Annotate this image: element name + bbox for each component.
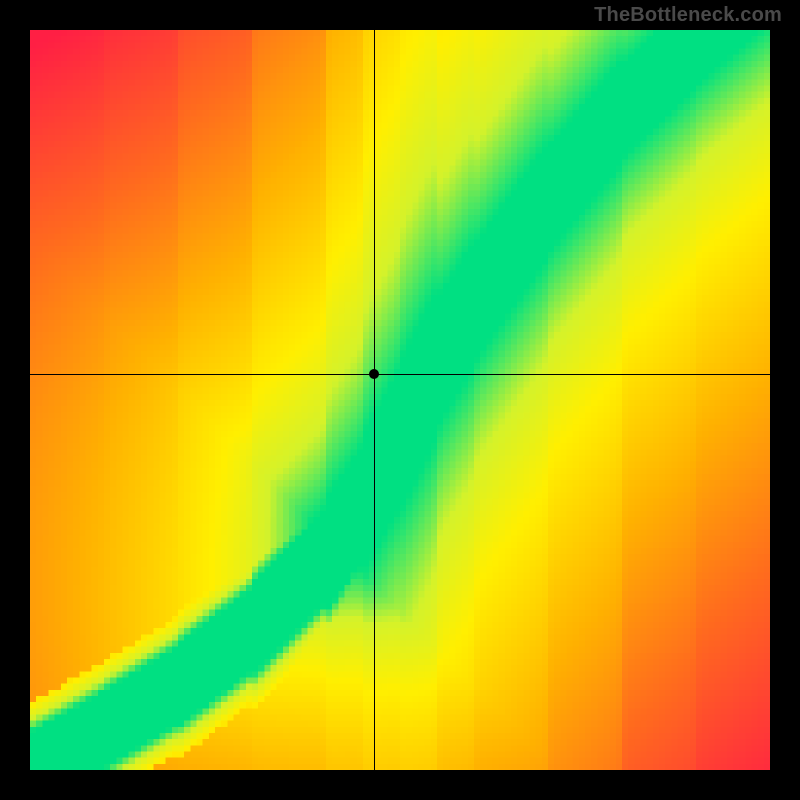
heatmap-plot — [30, 30, 770, 770]
crosshair-vertical — [374, 30, 375, 770]
crosshair-marker — [369, 369, 379, 379]
watermark-text: TheBottleneck.com — [594, 4, 782, 27]
crosshair-horizontal — [30, 374, 770, 375]
heatmap-canvas — [30, 30, 770, 770]
